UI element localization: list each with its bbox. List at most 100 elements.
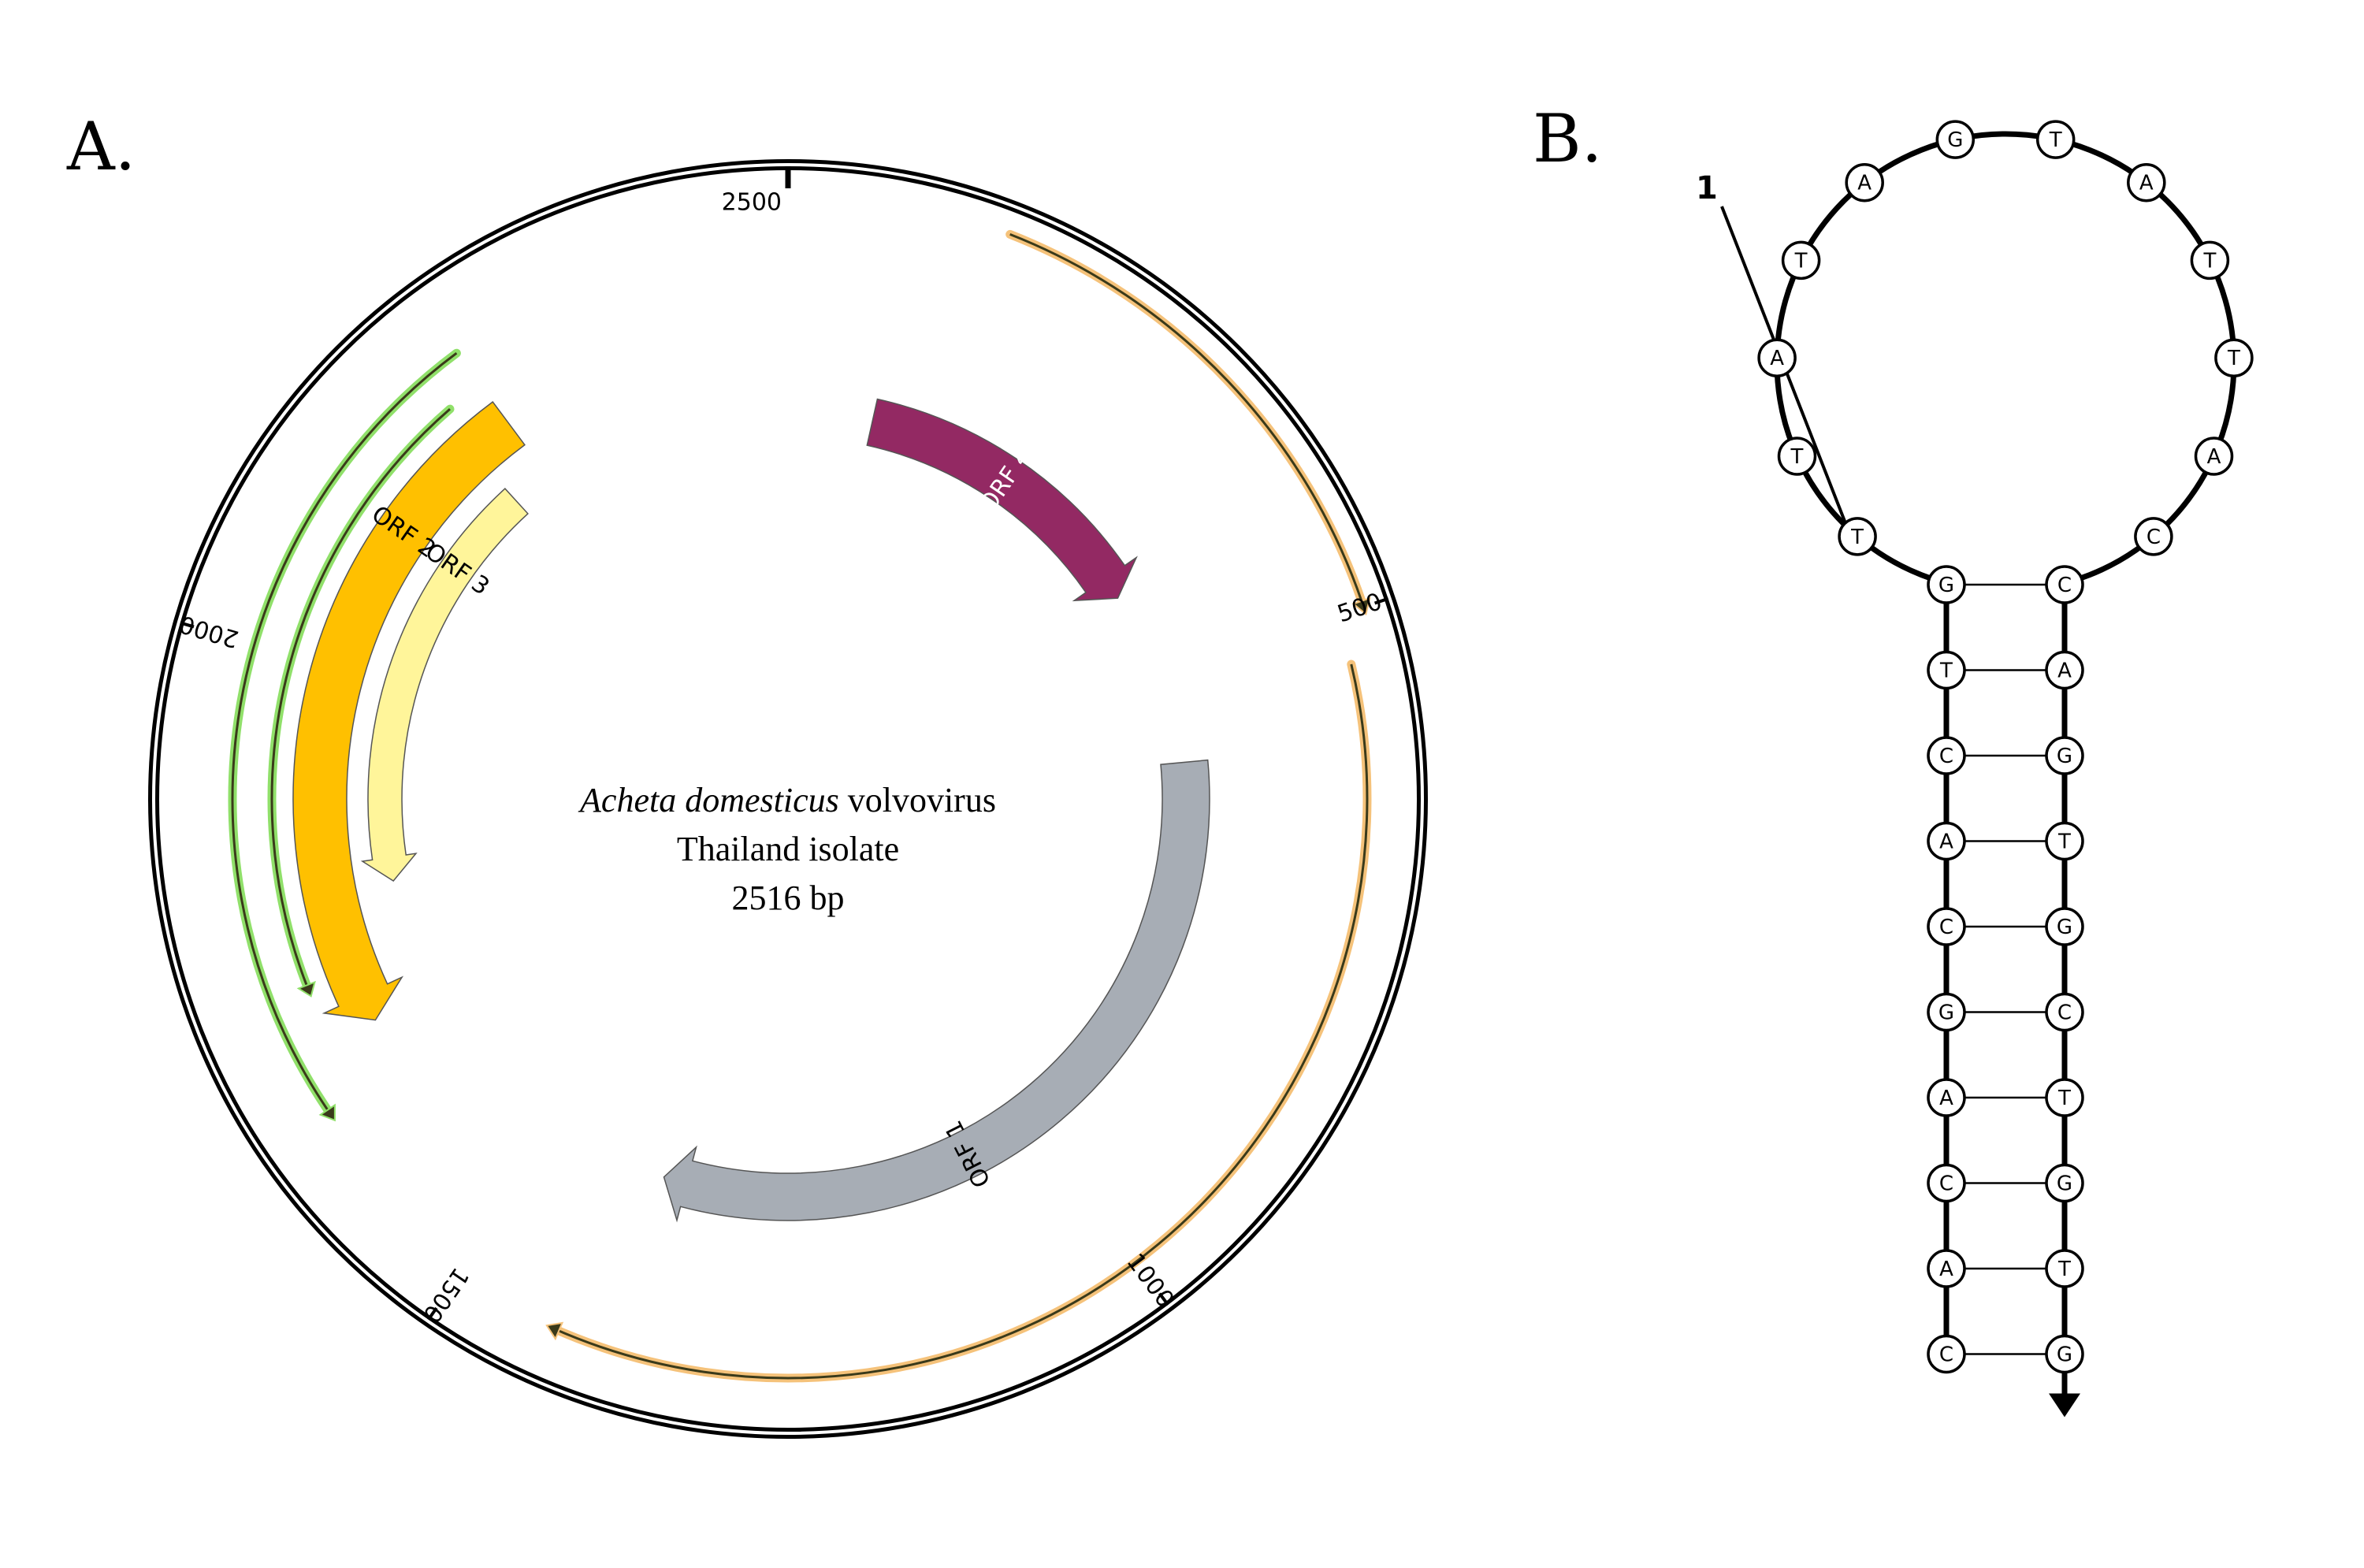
base-circle <box>1927 1078 1966 1117</box>
base-letter: T <box>2227 347 2240 370</box>
stem-right-base: G <box>2045 907 2084 946</box>
orange-feature-2-line <box>552 663 1369 1380</box>
tick-500-mark <box>1373 596 1389 605</box>
base-circle <box>1927 1163 1966 1203</box>
base-letter: G <box>2057 745 2072 768</box>
base-circle <box>1927 650 1966 690</box>
base-letter: A <box>1939 1258 1953 1281</box>
base-letter: T <box>2057 830 2071 854</box>
base-letter: A <box>2207 445 2221 469</box>
stem-left-base: A <box>1927 1249 1966 1288</box>
orf-1-body <box>663 759 1210 1223</box>
loop-base: A <box>1757 338 1797 377</box>
base-circle <box>2045 1163 2084 1203</box>
stem-right-base: G <box>2045 736 2084 775</box>
base-letter: G <box>2057 1343 2072 1367</box>
base-circle <box>1927 1334 1966 1374</box>
base-circle <box>2045 650 2084 690</box>
base-letter: A <box>1939 830 1953 854</box>
tick-2000-mark <box>180 621 195 629</box>
loop-base: A <box>2127 162 2166 203</box>
base-letter: G <box>1938 1001 1954 1025</box>
hairpin-bases: T T A T A G T A T T A C G T C A C G A C A C C A G T G C T G T G <box>1757 120 2254 1374</box>
orange-feature-1-head <box>1351 596 1371 616</box>
orf-2-body <box>292 400 526 1021</box>
base-letter: C <box>1939 745 1953 768</box>
orf-3-body <box>360 488 529 882</box>
green-feature-outer <box>228 348 461 1122</box>
stem-left-base: C <box>1927 907 1966 946</box>
stem-right-base: A <box>2045 650 2084 690</box>
base-circle <box>2214 338 2254 377</box>
green-feature-outer-head <box>318 1103 336 1122</box>
orange-feature-1-line <box>1009 233 1365 608</box>
base-letter: G <box>1938 574 1954 597</box>
loop-base: T <box>2214 338 2254 377</box>
base-circle <box>1838 517 1877 556</box>
base-circle <box>2045 1249 2084 1288</box>
loop-base: T <box>2035 120 2076 159</box>
base-letter: A <box>1770 347 1784 370</box>
stem-right-base: T <box>2045 821 2084 861</box>
stem-left-base: G <box>1927 565 1966 604</box>
base-circle <box>1927 1249 1966 1288</box>
base-circle <box>1927 736 1966 775</box>
base-circle <box>1927 907 1966 946</box>
orf-3-arrow: ORF 3 <box>360 488 529 882</box>
orange-feature-2-glow <box>548 660 1372 1383</box>
orf-2-arrow: ORF 2 <box>292 400 526 1021</box>
tick-1500-mark <box>427 1306 438 1321</box>
base-circle <box>1781 240 1821 281</box>
base-circle <box>2045 992 2084 1032</box>
base-circle <box>1935 120 1976 159</box>
base-circle <box>2134 517 2173 556</box>
stem-left-base: A <box>1927 821 1966 861</box>
base-circle <box>1777 437 1817 476</box>
tick-2500-label: 2500 <box>722 189 782 217</box>
base-circle <box>2035 120 2076 159</box>
base-letter: C <box>2147 526 2161 549</box>
stem-right-base: G <box>2045 1163 2084 1203</box>
base-circle <box>2127 162 2166 203</box>
stem-right-base: T <box>2045 1078 2084 1117</box>
base-circle <box>1927 565 1966 604</box>
base-letter: C <box>1939 1172 1953 1196</box>
base-letter: C <box>2057 1001 2072 1025</box>
orange-feature-2 <box>545 660 1372 1383</box>
base-circle <box>2045 1078 2084 1117</box>
base-letter: G <box>2057 1172 2072 1196</box>
stem-left-base: C <box>1927 1163 1966 1203</box>
base-letter: T <box>2202 249 2216 273</box>
base-letter: C <box>1939 1343 1953 1367</box>
genome-backbone-inner <box>152 163 1424 1435</box>
stem-right-base: C <box>2045 992 2084 1032</box>
genome-isolate: Thailand isolate <box>677 830 899 868</box>
base-letter: A <box>2139 172 2154 195</box>
stem-left-base: G <box>1927 992 1966 1032</box>
loop-base: C <box>2134 517 2173 556</box>
base-letter: C <box>2057 574 2072 597</box>
tick-1500-label: 1500 <box>417 1262 474 1328</box>
tick-1000-mark <box>1158 1292 1169 1306</box>
orf-4-body <box>866 398 1138 602</box>
genome-organism: Acheta domesticus <box>578 781 839 819</box>
hairpin-structure: T T A T A G T A T T A C G T C A C G A C A C C A G T G C T G T G 1 <box>1696 120 2254 1418</box>
base-circle <box>2045 1334 2084 1374</box>
stem-left-base: C <box>1927 736 1966 775</box>
orange-feature-2-head <box>545 1321 564 1341</box>
genome-length: 2516 bp <box>732 879 845 917</box>
panel-a-label: A. <box>66 108 136 185</box>
base-circle <box>1845 162 1884 203</box>
stem-right-base: C <box>2045 565 2084 604</box>
base-circle <box>2194 437 2234 476</box>
green-feature-outer-line <box>231 351 458 1116</box>
base-circle <box>1927 821 1966 861</box>
base-letter: T <box>2057 1087 2071 1110</box>
stem-left-base: T <box>1927 650 1966 690</box>
stem-left-base: A <box>1927 1078 1966 1117</box>
genome-name: Acheta domesticus volvovirus <box>578 781 996 819</box>
hairpin-backbone <box>1720 131 2237 1418</box>
